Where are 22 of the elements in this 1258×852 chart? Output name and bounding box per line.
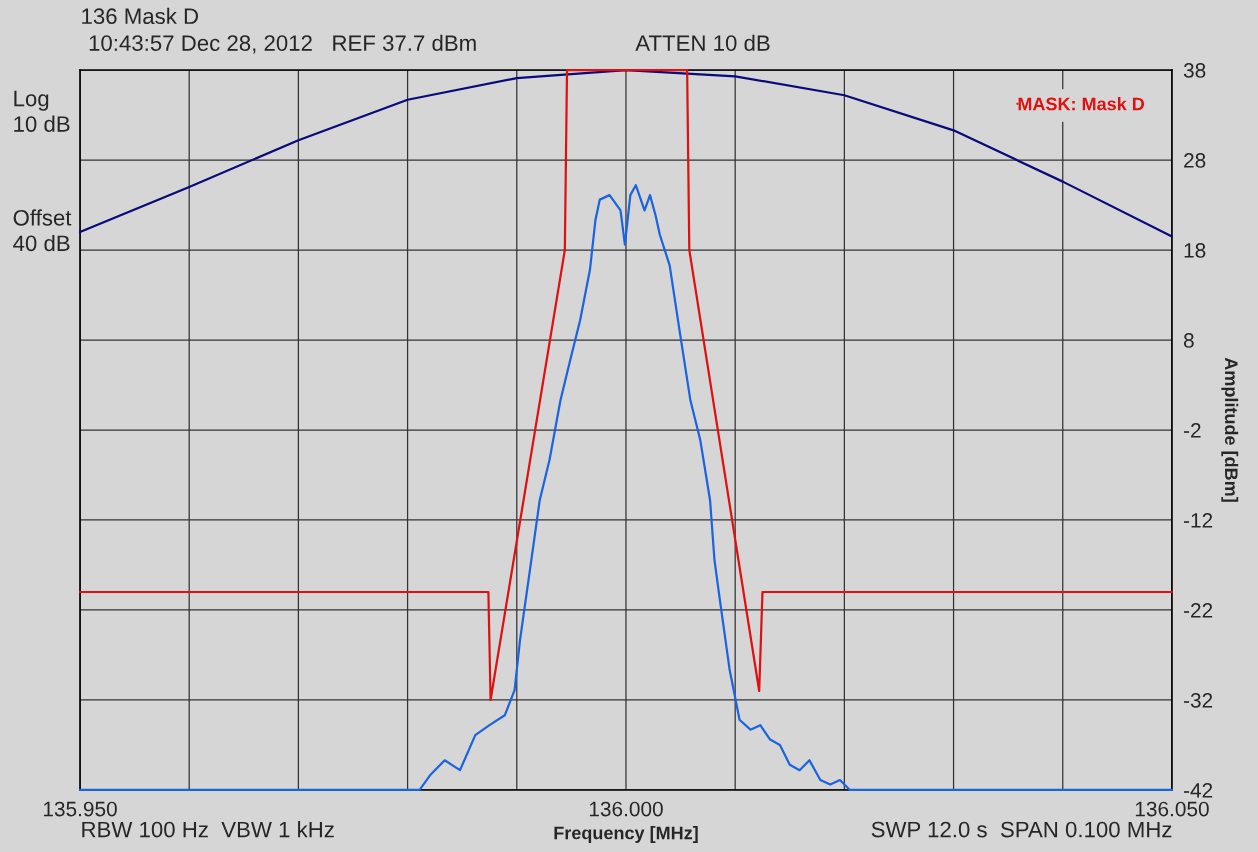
text: 10:43:57 Dec 28, 2012 REF 37.7 dBm bbox=[89, 34, 476, 54]
y-tick-label: 18 bbox=[1184, 243, 1206, 258]
text: Log 10 dB bbox=[14, 90, 70, 132]
text: RBW 100 Hz VBW 1 kHz bbox=[82, 821, 334, 838]
y-tick-label: -42 bbox=[1183, 782, 1213, 798]
y-axis-title: Amplitude [dBm] bbox=[1221, 357, 1239, 502]
y-tick-label: 38 bbox=[1183, 63, 1206, 78]
y-tick-label: -22 bbox=[1183, 602, 1213, 618]
y-tick-label: -12 bbox=[1183, 513, 1213, 528]
chart-title: 136 Mask D bbox=[82, 7, 199, 25]
y-tick-label: -32 bbox=[1183, 692, 1213, 708]
y-tick-label: 28 bbox=[1184, 153, 1206, 168]
text: ATTEN 10 dB bbox=[635, 34, 770, 51]
legend-label: MASK: Mask D bbox=[1018, 97, 1145, 111]
x-axis-title: Frequency [MHz] bbox=[554, 826, 698, 843]
x-tick-label: 135.950 bbox=[43, 801, 117, 817]
y-tick-label: 8 bbox=[1183, 333, 1194, 348]
x-tick-label: 136.050 bbox=[1135, 801, 1209, 817]
x-tick-label: 136.000 bbox=[589, 801, 663, 817]
text: SWP 12.0 s SPAN 0.100 MHz bbox=[871, 821, 1172, 838]
text: Offset 40 dB bbox=[13, 209, 72, 252]
y-tick-label: -2 bbox=[1183, 423, 1201, 438]
